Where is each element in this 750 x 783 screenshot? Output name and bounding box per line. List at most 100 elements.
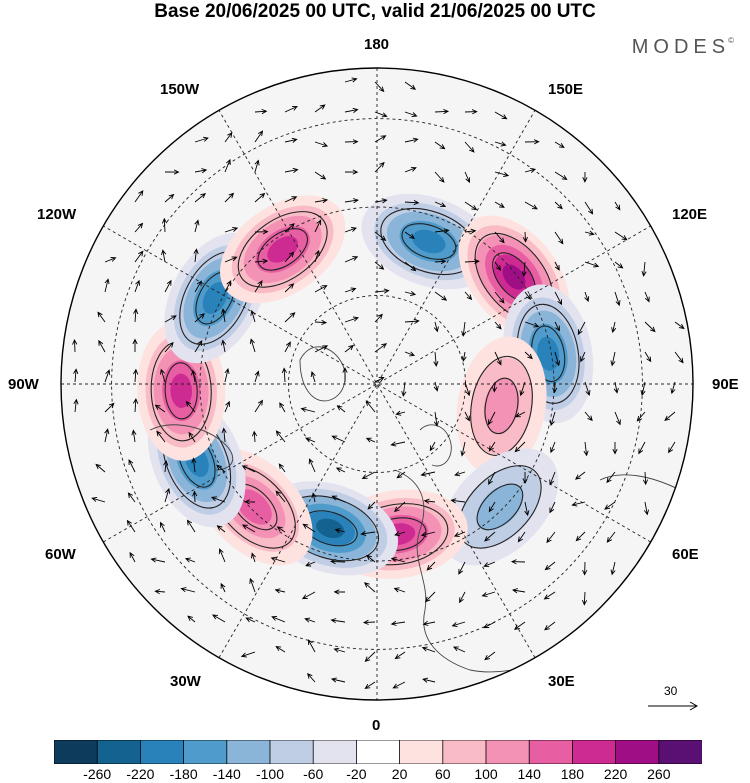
wind-arrow bbox=[640, 381, 646, 397]
reference-vector-label: 30 bbox=[664, 684, 678, 698]
wind-arrow bbox=[584, 291, 590, 303]
colorbar-swatch bbox=[54, 740, 98, 764]
wind-arrow bbox=[644, 291, 650, 303]
wind-arrow bbox=[186, 519, 196, 533]
wind-arrow bbox=[374, 377, 385, 383]
colorbar-tick-label: -180 bbox=[169, 766, 198, 782]
wind-arrow bbox=[420, 471, 436, 477]
wind-arrow bbox=[614, 231, 628, 241]
wind-arrow bbox=[367, 501, 376, 510]
anomaly-pos-9 bbox=[137, 320, 226, 461]
wind-arrow bbox=[254, 159, 260, 173]
wind-arrow bbox=[584, 411, 593, 422]
wind-arrow bbox=[366, 554, 376, 563]
wind-arrow bbox=[254, 258, 269, 264]
wind-arrow bbox=[404, 81, 417, 90]
wind-arrow bbox=[254, 130, 264, 143]
wind-arrow bbox=[422, 677, 436, 683]
wind-arrow bbox=[164, 315, 177, 323]
wind-arrow bbox=[221, 339, 227, 353]
wind-arrow bbox=[426, 561, 436, 571]
wind-arrow bbox=[164, 279, 172, 293]
wind-arrow bbox=[224, 158, 231, 173]
lon-label-60w: 60W bbox=[45, 546, 76, 563]
wind-arrow bbox=[521, 261, 527, 277]
lon-label-30e: 30E bbox=[548, 673, 575, 690]
wind-arrow bbox=[344, 139, 359, 145]
wind-arrow bbox=[134, 279, 141, 293]
wind-arrow bbox=[307, 673, 316, 683]
wind-arrow bbox=[604, 501, 616, 510]
modes-logo: MODES© bbox=[632, 36, 734, 59]
wind-arrow bbox=[211, 614, 226, 623]
wind-arrow bbox=[584, 261, 600, 268]
wind-arrow bbox=[310, 370, 316, 383]
wind-arrow bbox=[374, 313, 383, 323]
wind-arrow bbox=[464, 411, 470, 422]
wind-arrow bbox=[334, 528, 346, 534]
wind-arrow bbox=[245, 617, 256, 623]
wind-arrow bbox=[302, 523, 316, 533]
wind-arrow bbox=[161, 249, 167, 263]
wind-arrow bbox=[458, 561, 466, 575]
reference-vector bbox=[648, 701, 699, 711]
wind-arrow bbox=[461, 321, 467, 337]
wind-arrow bbox=[390, 620, 406, 626]
wind-arrow bbox=[364, 681, 376, 689]
wind-arrow bbox=[514, 441, 526, 453]
wind-arrow bbox=[330, 677, 346, 683]
colorbar-swatch bbox=[528, 740, 574, 764]
wind-arrow bbox=[614, 411, 621, 426]
wind-arrow bbox=[488, 411, 496, 426]
wind-arrow bbox=[314, 285, 328, 293]
wind-arrow bbox=[483, 561, 496, 568]
wind-vectors bbox=[72, 77, 685, 689]
wind-arrow bbox=[244, 499, 256, 505]
wind-arrow bbox=[401, 381, 407, 397]
wind-arrow bbox=[584, 201, 594, 215]
colorbar-swatch bbox=[399, 740, 444, 764]
wind-arrow bbox=[544, 621, 556, 631]
wind-arrow bbox=[284, 283, 295, 293]
wind-arrow bbox=[643, 501, 650, 516]
wind-arrow bbox=[275, 490, 286, 503]
wind-arrow bbox=[216, 525, 226, 533]
wind-arrow bbox=[156, 430, 166, 443]
wind-arrow bbox=[284, 105, 298, 113]
wind-arrow bbox=[606, 471, 616, 484]
wind-arrow bbox=[494, 351, 502, 366]
wind-arrow bbox=[344, 77, 358, 83]
wind-arrow bbox=[344, 169, 359, 175]
wind-arrow bbox=[279, 402, 286, 413]
wind-arrow bbox=[278, 463, 286, 473]
wind-arrow bbox=[404, 137, 419, 143]
wind-arrow bbox=[333, 589, 346, 595]
wind-arrow bbox=[522, 471, 528, 485]
wind-arrow bbox=[241, 465, 256, 473]
wind-arrow bbox=[575, 531, 586, 542]
wind-arrow bbox=[394, 531, 406, 537]
map-title: Base 20/06/2025 00 UTC, valid 21/06/2025… bbox=[154, 1, 596, 22]
wind-arrow bbox=[452, 646, 466, 653]
wind-arrow bbox=[194, 340, 203, 353]
wind-arrow bbox=[404, 111, 418, 118]
wind-arrow bbox=[524, 321, 540, 328]
wind-arrow bbox=[132, 338, 138, 352]
wind-arrow bbox=[342, 367, 348, 382]
wind-arrow bbox=[464, 201, 478, 211]
wind-arrow bbox=[404, 290, 417, 296]
wind-arrow bbox=[394, 501, 406, 513]
wind-arrow bbox=[433, 351, 439, 367]
wind-arrow bbox=[254, 229, 269, 235]
wind-arrow bbox=[515, 411, 526, 418]
wind-arrow bbox=[133, 368, 139, 383]
colorbar-swatch bbox=[269, 740, 314, 764]
wind-arrow bbox=[393, 587, 406, 593]
wind-arrow bbox=[484, 651, 496, 661]
wind-arrow bbox=[584, 381, 591, 396]
wind-arrow bbox=[524, 139, 540, 145]
wind-arrow bbox=[374, 161, 385, 173]
colorbar-tick-label: 220 bbox=[603, 766, 628, 782]
coastline-1 bbox=[299, 346, 346, 402]
wind-arrow bbox=[494, 201, 505, 208]
